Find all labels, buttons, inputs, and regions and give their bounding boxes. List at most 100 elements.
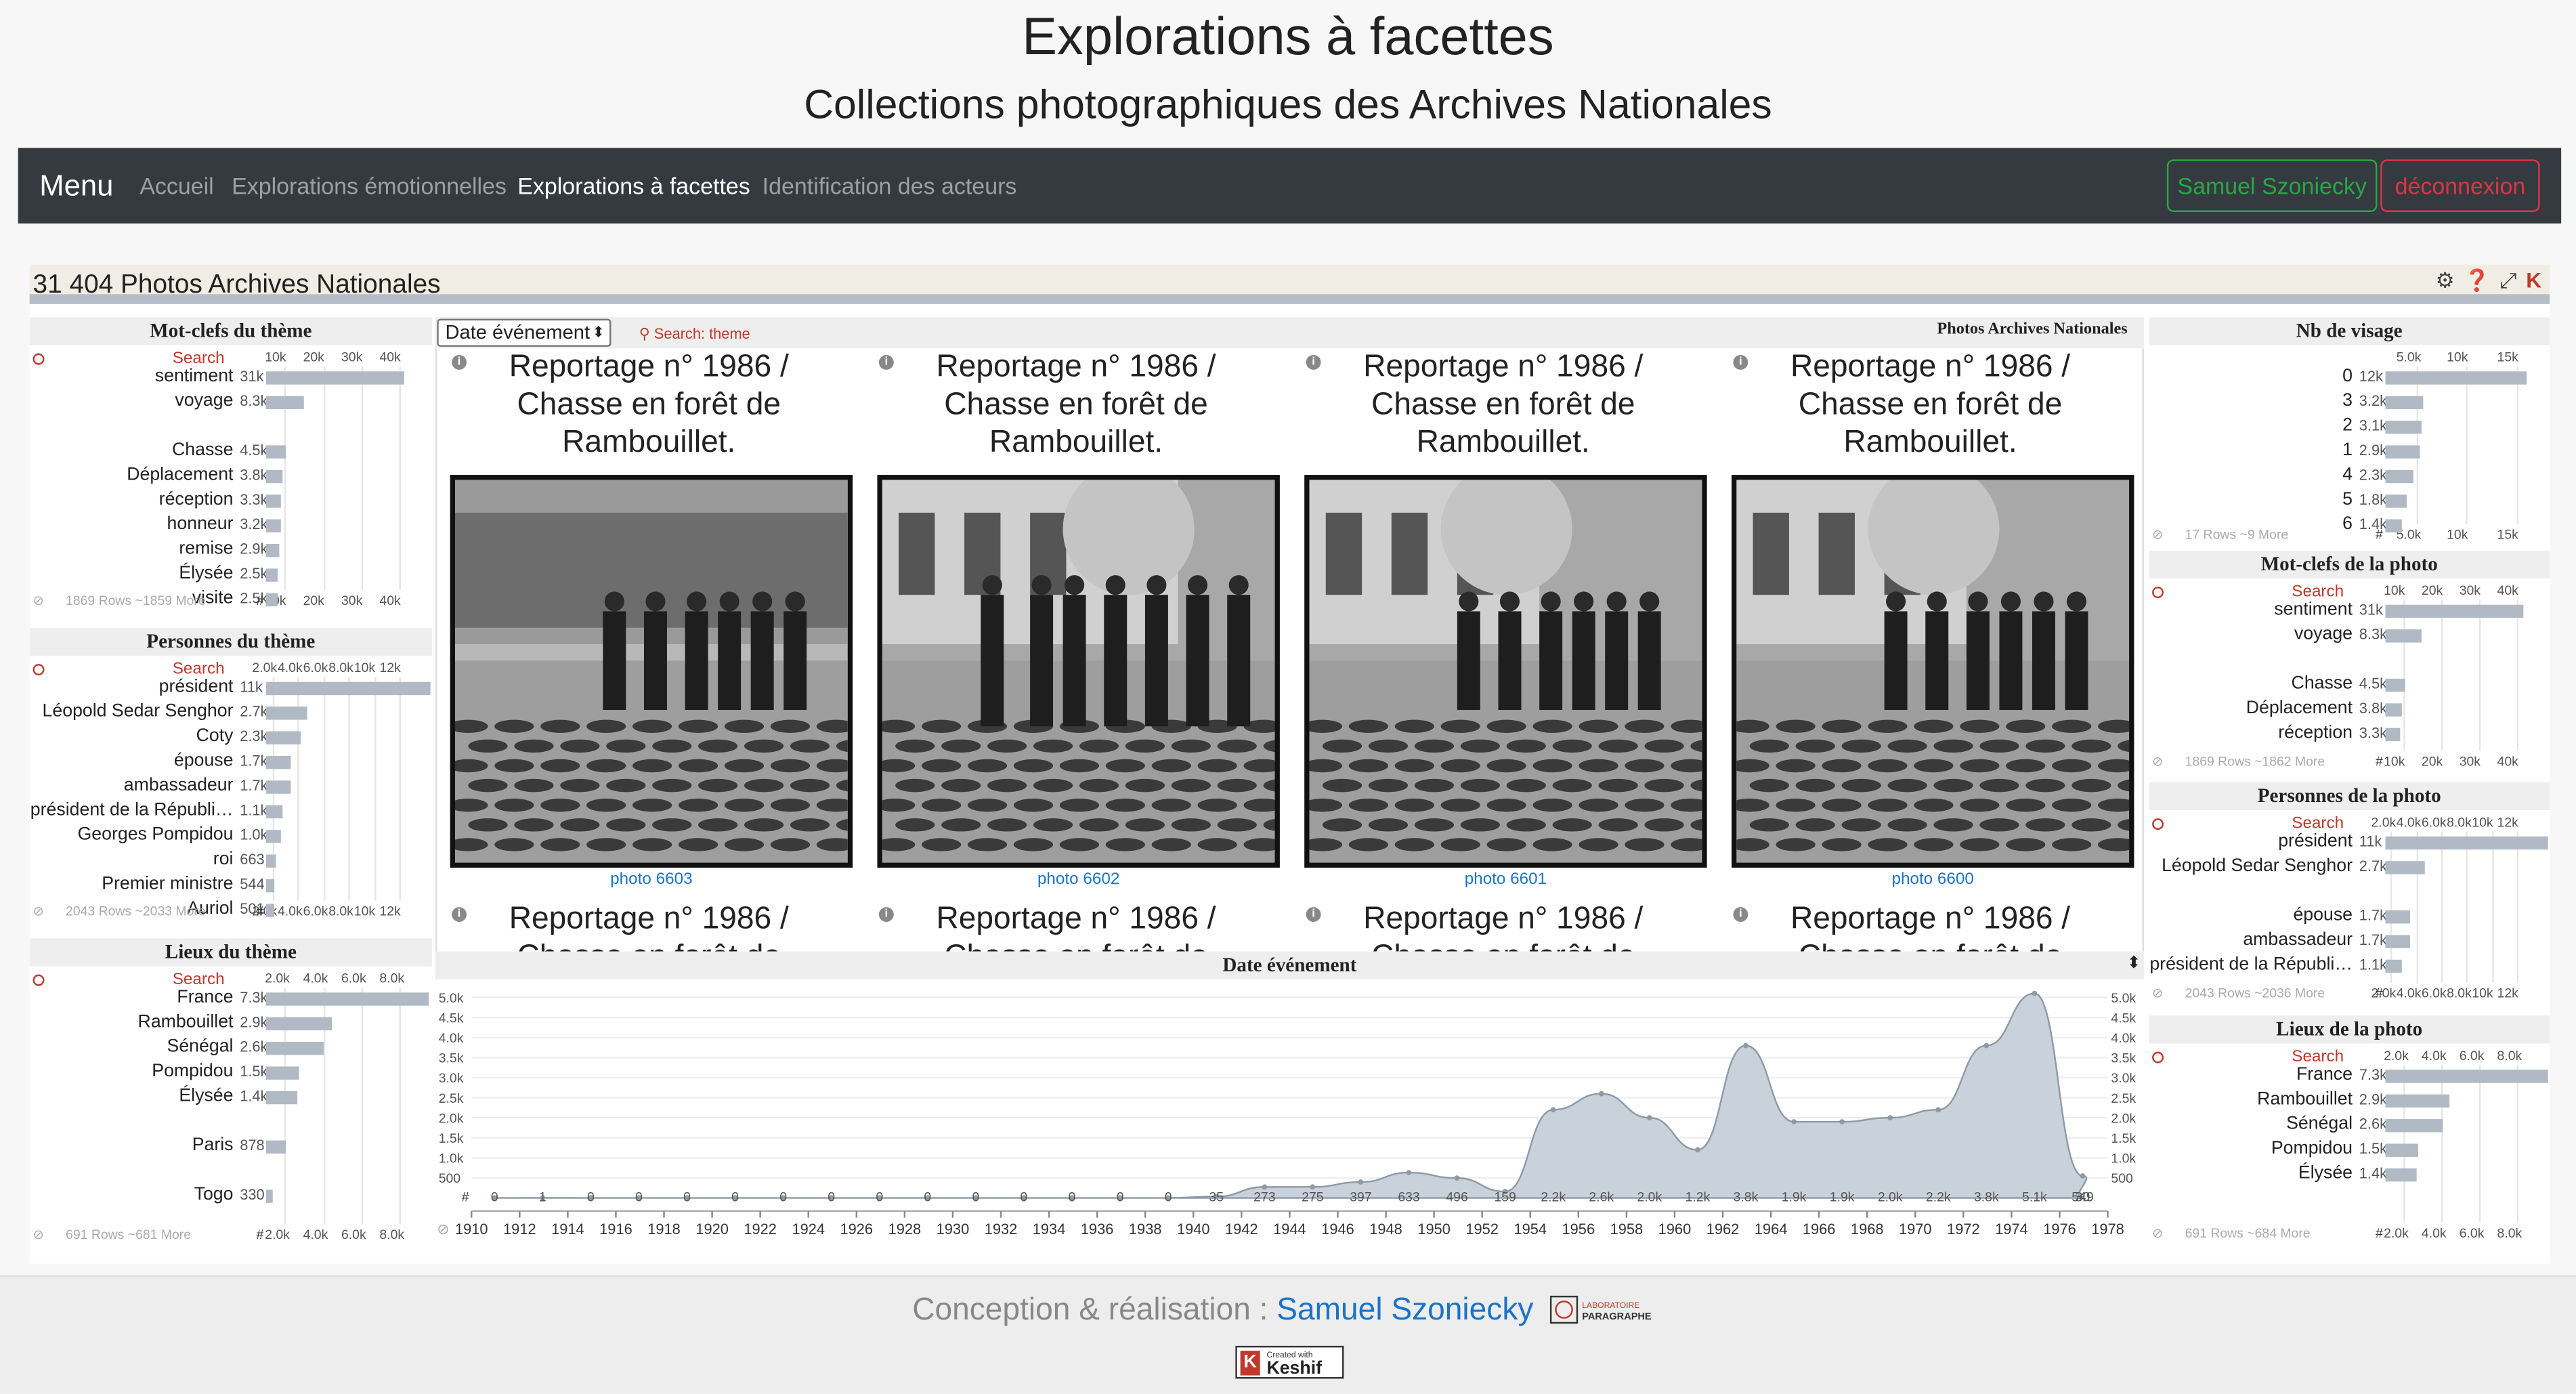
facet-row[interactable]: Élysée 2.5k <box>30 564 432 587</box>
facet-row[interactable]: Togo 330 <box>30 1185 432 1208</box>
logout-button[interactable]: déconnexion <box>2380 159 2540 212</box>
info-icon[interactable]: i <box>1306 907 1321 922</box>
photo-link[interactable]: photo 6600 <box>1891 870 1974 889</box>
facet-row[interactable]: Rambouillet 2.9k <box>2149 1089 2550 1112</box>
data-point[interactable] <box>1646 1115 1652 1121</box>
facet-row[interactable]: président de la Républi… 1.1k <box>30 800 432 823</box>
facet-row[interactable]: sentiment 31k <box>2149 599 2550 622</box>
facet-row[interactable]: Paris 878 <box>30 1135 432 1158</box>
nav-link-identification-acteurs[interactable]: Identification des acteurs <box>762 172 1017 199</box>
hash-icon[interactable]: # <box>2375 986 2383 1001</box>
gear-icon[interactable]: ⚙ <box>2435 268 2457 293</box>
data-point[interactable] <box>876 1195 882 1201</box>
facet-row[interactable]: réception 3.3k <box>2149 723 2550 746</box>
data-point[interactable] <box>1983 1042 1990 1049</box>
photo-card[interactable]: i Reportage n° 1986 / Chasse en forêt de <box>1291 900 1715 952</box>
facet-footer[interactable]: 691 Rows ~681 More <box>66 1227 192 1243</box>
facet-row[interactable] <box>30 1160 432 1183</box>
facet-row[interactable]: France 7.3k <box>2149 1065 2550 1088</box>
facet-row[interactable]: Déplacement 3.8k <box>2149 698 2550 721</box>
facet-row[interactable]: 5 1.8k <box>2149 490 2550 513</box>
clear-icon[interactable]: ⊘ <box>33 1227 44 1243</box>
facet-row[interactable]: épouse 1.7k <box>2149 906 2550 929</box>
data-point[interactable] <box>1069 1195 1075 1201</box>
data-point[interactable] <box>2032 990 2038 996</box>
help-icon[interactable]: ❓ <box>2464 268 2493 293</box>
data-point[interactable] <box>732 1195 738 1201</box>
facet-row[interactable]: Élysée 1.4k <box>30 1086 432 1110</box>
user-button[interactable]: Samuel Szoniecky <box>2166 159 2378 212</box>
info-icon[interactable]: i <box>878 355 894 370</box>
data-point[interactable] <box>828 1195 834 1201</box>
data-point[interactable] <box>1502 1189 1508 1195</box>
nav-link-explorations-emotionnelles[interactable]: Explorations émotionnelles <box>232 172 507 199</box>
facet-search[interactable]: Search <box>2152 1049 2344 1066</box>
facet-row[interactable]: 0 12k <box>2149 366 2550 389</box>
facet-row[interactable]: Pompidou 1.5k <box>30 1061 432 1084</box>
list-search[interactable]: ⚲ Search: theme <box>639 325 750 342</box>
info-icon[interactable]: i <box>452 907 467 922</box>
hash-icon[interactable]: # <box>256 593 264 608</box>
data-point[interactable] <box>1791 1119 1797 1124</box>
photo-card[interactable]: i Reportage n° 1986 / Chasse en forêt de … <box>1719 348 2143 891</box>
data-point[interactable] <box>1117 1195 1123 1201</box>
data-point[interactable] <box>1743 1042 1748 1049</box>
photo-card[interactable]: i Reportage n° 1986 / Chasse en forêt de … <box>1291 348 1715 891</box>
facet-row[interactable]: 6 1.4k <box>2149 514 2550 537</box>
data-point[interactable] <box>924 1195 930 1201</box>
facet-row[interactable]: voyage 8.3k <box>2149 625 2550 648</box>
data-point[interactable] <box>588 1195 594 1201</box>
facet-row[interactable]: réception 3.3k <box>30 490 432 513</box>
hash-icon[interactable]: # <box>462 1189 469 1204</box>
facet-row[interactable]: 2 3.1k <box>2149 416 2550 439</box>
facet-row[interactable]: Auriol 501 <box>30 899 432 922</box>
clear-icon[interactable]: ⊘ <box>33 904 44 919</box>
data-point[interactable] <box>1935 1107 1941 1113</box>
clear-icon[interactable]: ⊘ <box>437 1221 449 1238</box>
facet-search[interactable]: Search <box>2152 815 2344 833</box>
photo-image[interactable] <box>1732 475 2134 868</box>
hash-icon[interactable]: # <box>2375 1225 2383 1241</box>
facet-row[interactable] <box>30 416 432 439</box>
data-point[interactable] <box>1310 1184 1316 1190</box>
data-point[interactable] <box>540 1195 546 1201</box>
facet-row[interactable]: 3 3.2k <box>2149 391 2550 414</box>
facet-footer[interactable]: 1869 Rows ~1859 More <box>66 593 206 608</box>
data-point[interactable] <box>1454 1175 1460 1181</box>
facet-row[interactable]: Georges Pompidou 1.0k <box>30 825 432 848</box>
facet-row[interactable]: voyage 8.3k <box>30 391 432 414</box>
facet-row[interactable]: roi 663 <box>30 849 432 872</box>
facet-row[interactable]: président 11k <box>30 677 432 700</box>
menu-brand[interactable]: Menu <box>39 169 114 203</box>
info-icon[interactable]: i <box>878 907 894 922</box>
info-icon[interactable]: i <box>1306 355 1321 370</box>
facet-row[interactable]: Déplacement 3.8k <box>30 465 432 488</box>
clear-icon[interactable]: ⊘ <box>2152 986 2164 1001</box>
facet-row[interactable] <box>2149 881 2550 904</box>
data-point[interactable] <box>1839 1119 1845 1124</box>
data-point[interactable] <box>684 1195 690 1201</box>
credit-author[interactable]: Samuel Szoniecky <box>1276 1293 1534 1328</box>
data-point[interactable] <box>2080 1173 2086 1179</box>
facet-row[interactable]: 1 2.9k <box>2149 440 2550 463</box>
clear-icon[interactable]: ⊘ <box>2152 754 2164 769</box>
photo-card[interactable]: i Reportage n° 1986 / Chasse en forêt de <box>437 900 861 952</box>
facet-row[interactable]: Rambouillet 2.9k <box>30 1012 432 1035</box>
photo-link[interactable]: photo 6602 <box>1037 870 1120 889</box>
data-point[interactable] <box>1021 1195 1027 1201</box>
photo-link[interactable]: photo 6601 <box>1464 870 1547 889</box>
hash-icon[interactable]: # <box>256 904 264 919</box>
facet-row[interactable] <box>2149 649 2550 672</box>
photo-image[interactable] <box>450 475 853 868</box>
facet-row[interactable]: Sénégal 2.6k <box>30 1037 432 1060</box>
data-point[interactable] <box>1358 1179 1364 1185</box>
data-point[interactable] <box>1262 1184 1268 1190</box>
laboratoire-paragraphe-logo[interactable]: LABORATOIRE PARAGRAPHE <box>1549 1295 1664 1328</box>
facet-footer[interactable]: 1869 Rows ~1862 More <box>2185 754 2325 769</box>
facet-row[interactable]: Sénégal 2.6k <box>2149 1114 2550 1137</box>
photo-image[interactable] <box>877 475 1280 868</box>
photo-card[interactable]: i Reportage n° 1986 / Chasse en forêt de … <box>864 348 1288 891</box>
facet-row[interactable]: visite 2.5k <box>30 589 432 612</box>
facet-row[interactable]: ambassadeur 1.7k <box>30 776 432 799</box>
photo-card[interactable]: i Reportage n° 1986 / Chasse en forêt de … <box>437 348 861 891</box>
